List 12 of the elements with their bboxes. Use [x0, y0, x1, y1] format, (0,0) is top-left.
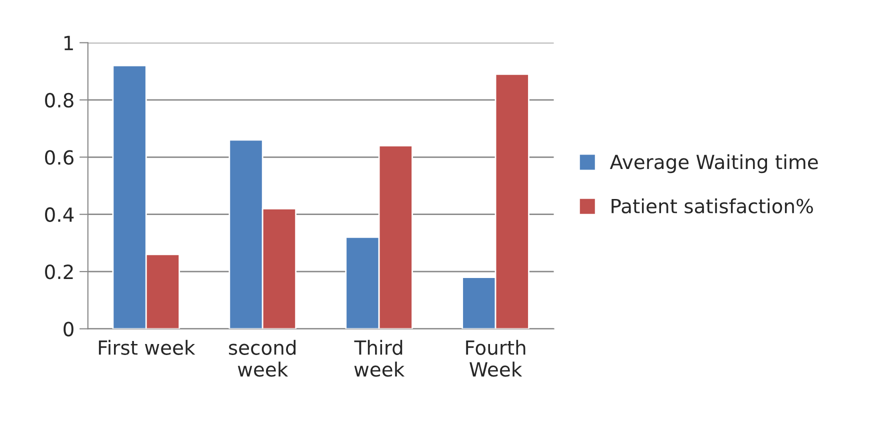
y-tick-label: 0 [64, 322, 74, 336]
y-tick-label: 0.4 [45, 207, 74, 222]
x-tick-label: Third week [354, 340, 405, 377]
y-tick-label: 1 [64, 36, 73, 50]
y-tick-label: 0.2 [45, 264, 73, 280]
legend-label: Patient satisfaction% [612, 198, 813, 214]
x-tick-label: First week [98, 340, 196, 355]
legend-label: Average Waiting time [610, 154, 818, 174]
y-tick-label: 0.8 [45, 92, 74, 108]
y-tick-label: 0.6 [45, 150, 74, 165]
x-tick-label: second week [228, 340, 296, 377]
x-tick-label: Fourth Week [466, 340, 526, 377]
